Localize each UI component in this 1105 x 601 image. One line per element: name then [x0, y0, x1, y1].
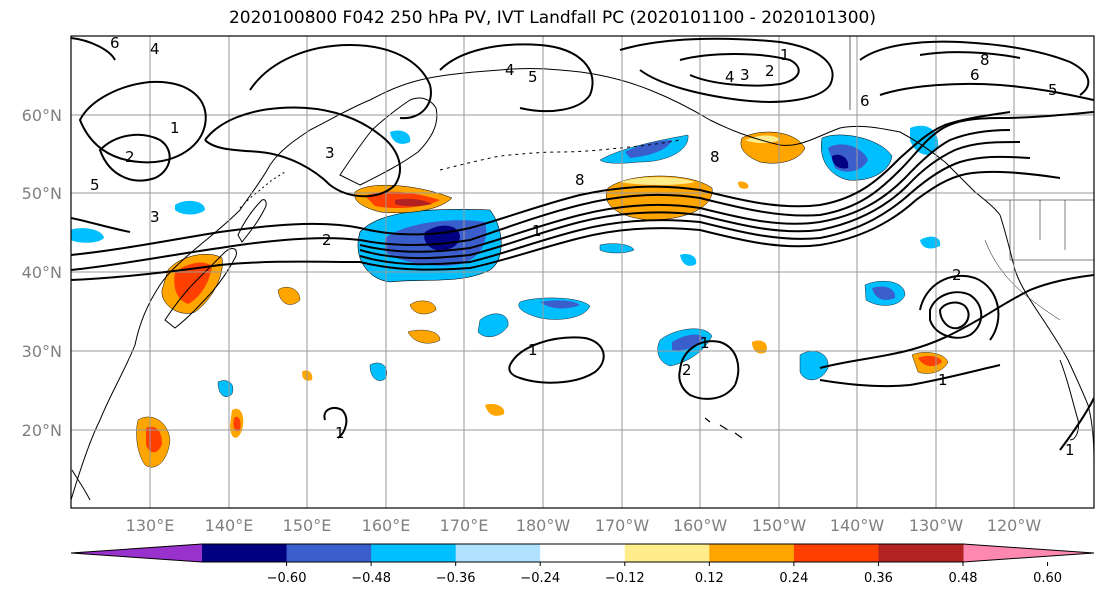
contour-label: 2: [952, 266, 962, 284]
map-frame: [70, 35, 1095, 509]
colorbar-outline: [70, 543, 1095, 563]
colorbar-tick-label: −0.24: [520, 571, 560, 586]
lon-label: 130°W: [909, 516, 964, 535]
pv-contours: [71, 37, 1094, 451]
lon-label: 130°E: [126, 516, 175, 535]
contour-label: 4: [505, 61, 515, 79]
contour-label: 8: [980, 51, 990, 69]
lon-label: 140°E: [205, 516, 254, 535]
lon-label: 140°W: [830, 516, 885, 535]
contour-labels: 1 2 3 4 5 6 8 1 2 3 4 6 8 5 2 1 1 2 1 2 …: [90, 34, 1075, 459]
lon-label: 180°W: [516, 516, 571, 535]
colorbar-segment: [286, 544, 372, 562]
contour-label: 2: [125, 148, 135, 166]
contour-label: 2: [682, 361, 692, 379]
lat-label: 30°N: [22, 342, 62, 361]
contour-label: 4: [725, 68, 735, 86]
map-title: 2020100800 F042 250 hPa PV, IVT Landfall…: [228, 8, 876, 28]
colorbar-segment: [878, 544, 964, 562]
colorbar-segment: [371, 544, 457, 562]
contour-label: 5: [90, 176, 100, 194]
colorbar-tick-label: −0.48: [351, 571, 391, 586]
contour-label: 1: [170, 119, 180, 137]
contour-label: 6: [860, 92, 870, 110]
contour-label: 2: [322, 231, 332, 249]
lon-label: 150°W: [752, 516, 807, 535]
contour-label: 3: [325, 144, 335, 162]
colorbar-extend-high: [963, 544, 1094, 562]
colorbar-segment: [624, 544, 710, 562]
contour-label: 1: [938, 371, 948, 389]
map-plot-area: 1 2 3 4 5 6 8 1 2 3 4 6 8 5 2 1 1 2 1 2 …: [71, 34, 1094, 508]
colorbar-tick-label: −0.36: [436, 571, 476, 586]
contour-label: 1: [532, 222, 542, 240]
colorbar-extend-low: [71, 544, 202, 562]
contour-label: 4: [150, 40, 160, 58]
contour-label: 6: [110, 34, 120, 52]
lon-label: 170°W: [595, 516, 650, 535]
contour-label: 1: [1065, 441, 1075, 459]
graticule: [71, 36, 1094, 508]
colorbar-segment: [540, 544, 626, 562]
colorbar-tick-label: −0.12: [605, 571, 645, 586]
lon-label: 160°E: [362, 516, 411, 535]
colorbar-segment: [455, 544, 541, 562]
contour-label: 1: [528, 341, 538, 359]
contour-label: 5: [528, 68, 538, 86]
colorbar-segment: [709, 544, 795, 562]
lat-label: 60°N: [22, 106, 62, 125]
longitude-labels: 130°E 140°E 150°E 160°E 170°E 180°W 170°…: [126, 516, 1042, 535]
contour-label: 8: [710, 148, 720, 166]
colorbar-tick-label: 0.36: [864, 571, 893, 586]
lat-label: 50°N: [22, 184, 62, 203]
lon-label: 120°W: [987, 516, 1042, 535]
colorbar-segment: [202, 544, 288, 562]
contour-label: 1: [780, 46, 790, 64]
contour-label: 6: [970, 66, 980, 84]
lat-label: 40°N: [22, 263, 62, 282]
colorbar-tick-label: −0.60: [267, 571, 307, 586]
colorbar-tick-label: 0.60: [1033, 571, 1062, 586]
contour-label: 1: [700, 334, 710, 352]
colorbar-tick-label: 0.24: [779, 571, 808, 586]
lat-label: 20°N: [22, 421, 62, 440]
colorbar-tick-label: 0.48: [949, 571, 978, 586]
lon-label: 150°E: [283, 516, 332, 535]
contour-label: 3: [740, 66, 750, 84]
latitude-labels: 60°N 50°N 40°N 30°N 20°N: [22, 106, 62, 440]
shading-layer: [71, 125, 949, 468]
contour-label: 8: [575, 171, 585, 189]
contour-label: 3: [150, 208, 160, 226]
lon-label: 160°W: [673, 516, 728, 535]
colorbar-tick-label: 0.12: [695, 571, 724, 586]
contour-label: 2: [765, 62, 775, 80]
colorbar: −0.60 −0.48 −0.36 −0.24 −0.12 0.12 0.24 0.36 0.4…: [70, 543, 1095, 586]
colorbar-segment: [793, 544, 879, 562]
contour-label: 5: [1048, 81, 1058, 99]
contour-label: 1: [335, 424, 345, 442]
lon-label: 170°E: [440, 516, 489, 535]
